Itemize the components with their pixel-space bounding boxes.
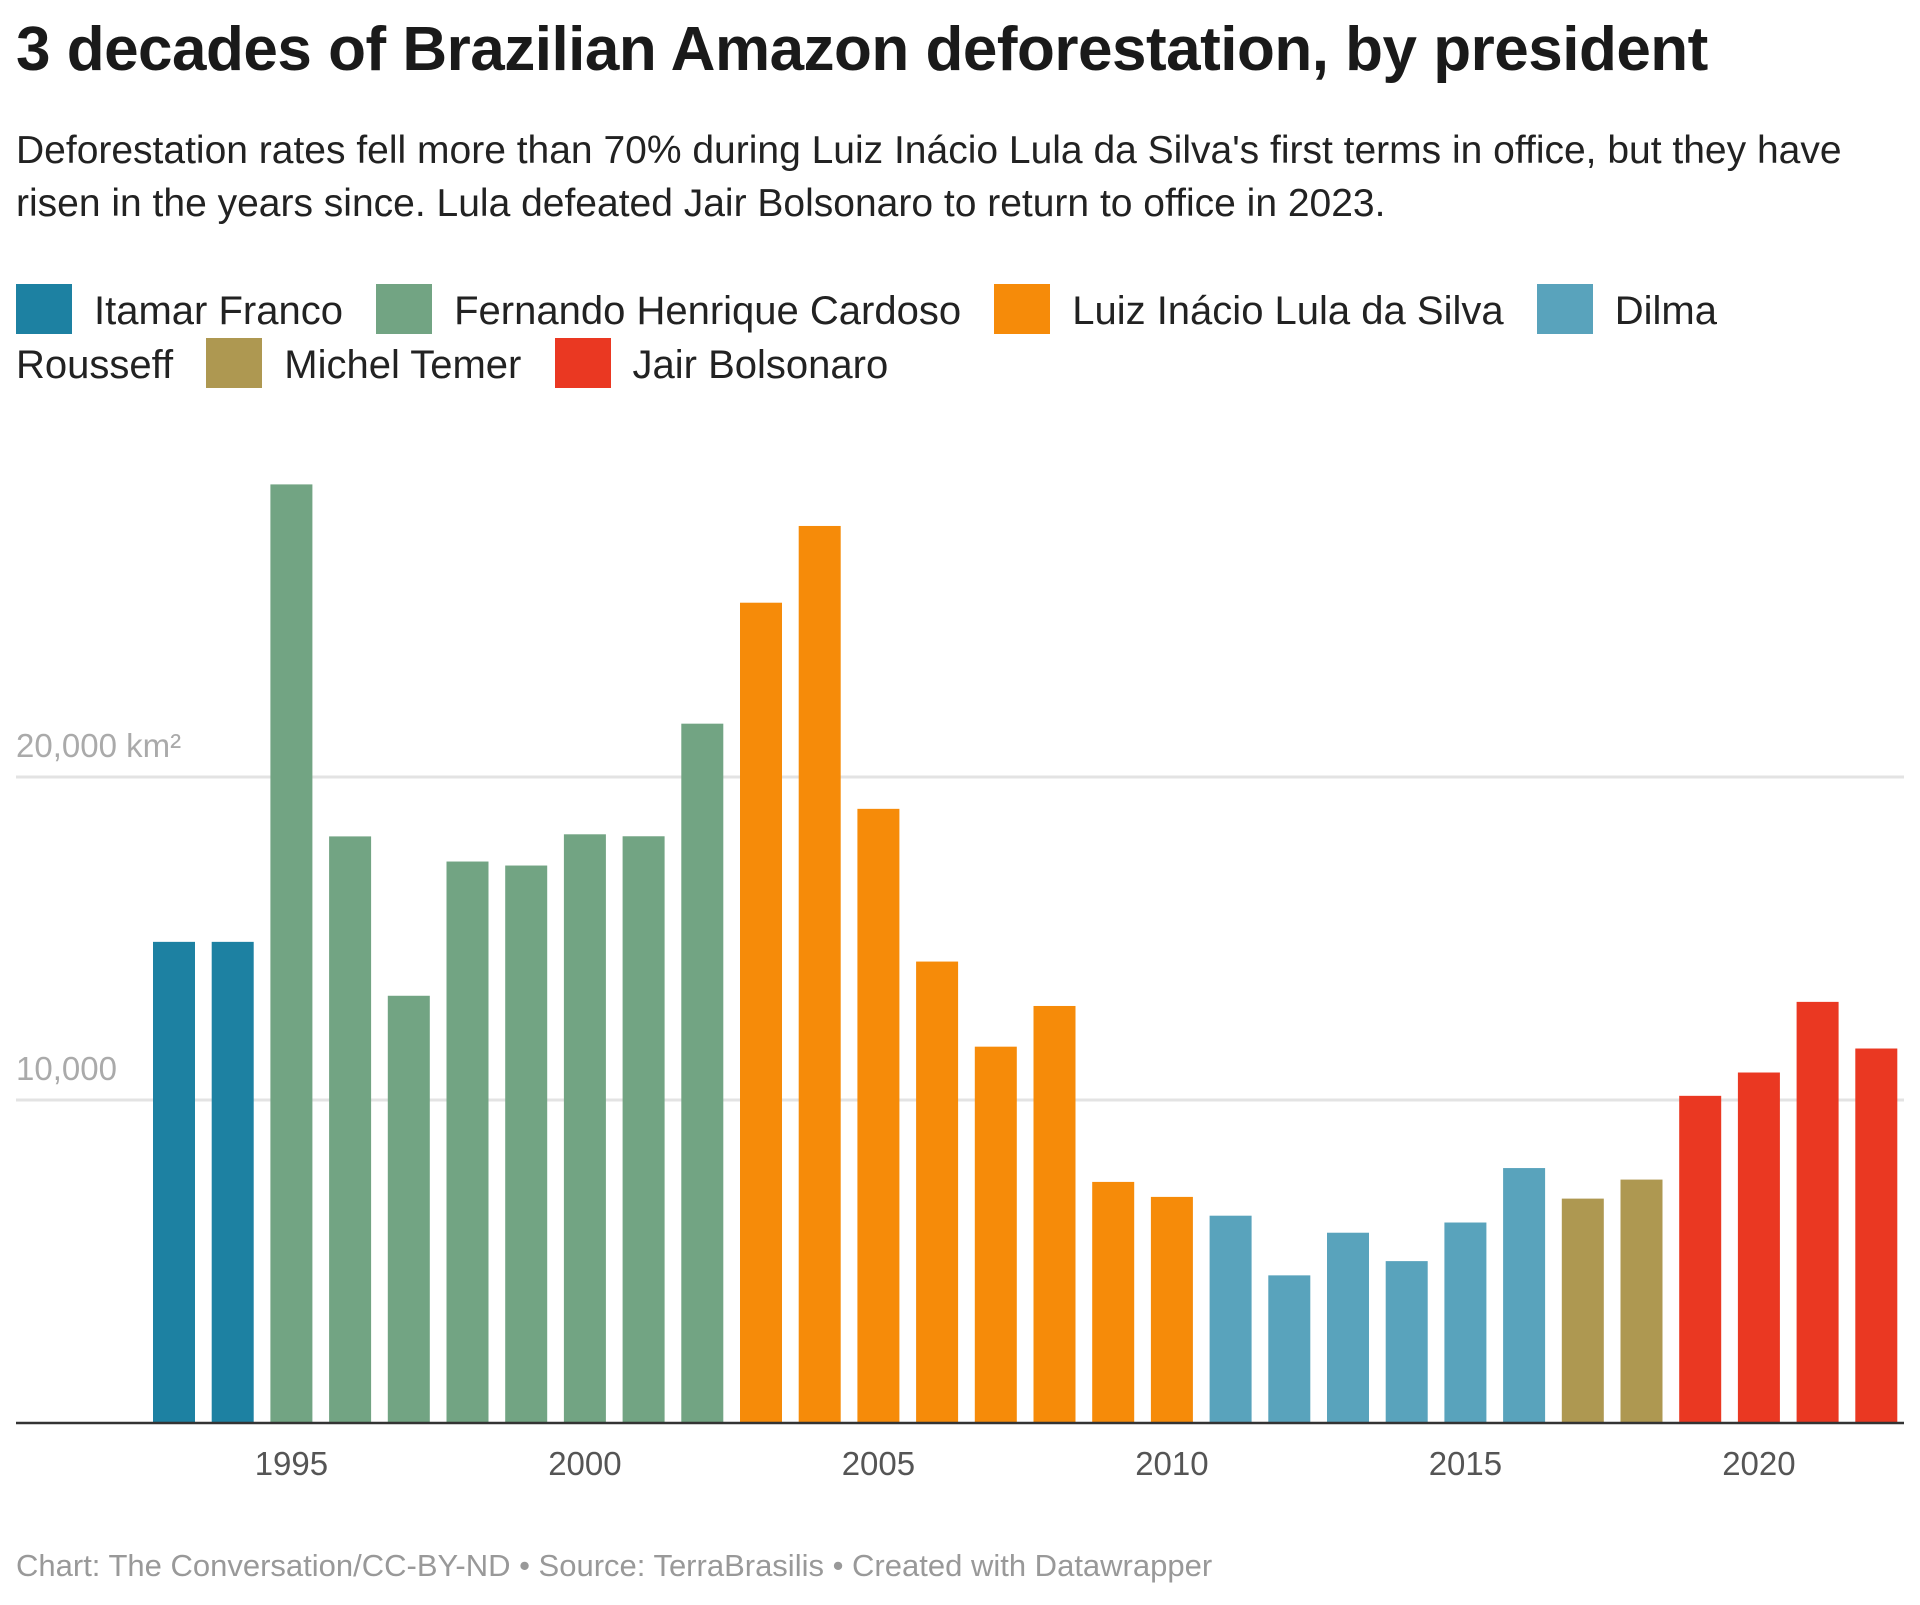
legend-label: Dilma Rousseff	[16, 289, 1717, 387]
legend-swatch	[554, 338, 611, 388]
bar-2006	[916, 961, 959, 1423]
bar-2016	[1503, 1168, 1546, 1423]
bar-1996	[329, 836, 372, 1423]
x-tick-label: 2020	[1722, 1445, 1795, 1482]
bar-2009	[1092, 1181, 1135, 1423]
bar-2021	[1796, 1001, 1839, 1423]
legend-item: Luiz Inácio Lula da Silva	[994, 284, 1504, 334]
bar-2000	[563, 834, 606, 1423]
bar-2019	[1679, 1095, 1722, 1423]
bar-1995	[270, 484, 313, 1423]
bar-2003	[740, 602, 782, 1423]
x-tick-label: 1995	[255, 1445, 328, 1482]
legend-item: Itamar Franco	[16, 284, 343, 334]
bar-2007	[974, 1046, 1017, 1423]
bar-2017	[1561, 1198, 1604, 1423]
bar-2011	[1209, 1215, 1252, 1423]
legend-label: Itamar Franco	[94, 289, 343, 333]
legend-item: Dilma Rousseff	[16, 284, 1717, 387]
chart-title: 3 decades of Brazilian Amazon deforestat…	[16, 15, 1708, 84]
legend-item: Jair Bolsonaro	[554, 338, 889, 388]
bar-2013	[1327, 1232, 1369, 1423]
legend-item: Fernando Henrique Cardoso	[376, 284, 962, 334]
x-tick-label: 2005	[842, 1445, 915, 1482]
bar-2002	[681, 723, 724, 1423]
bar-2015	[1444, 1222, 1487, 1423]
bar-2022	[1855, 1048, 1898, 1423]
bar-2012	[1268, 1275, 1311, 1423]
legend: Itamar Franco Fernando Henrique Cardoso …	[16, 284, 1896, 392]
legend-swatch	[994, 284, 1051, 334]
bar-1999	[505, 865, 548, 1423]
bar-2010	[1150, 1196, 1193, 1423]
y-tick-label: 20,000 km²	[16, 727, 181, 764]
bar-1998	[446, 861, 489, 1423]
x-tick-label: 2000	[548, 1445, 621, 1482]
chart-footer: Chart: The Conversation/CC-BY-ND • Sourc…	[16, 1548, 1213, 1583]
bar-2018	[1620, 1179, 1663, 1423]
legend-label: Fernando Henrique Cardoso	[454, 289, 962, 333]
y-tick-label: 10,000	[16, 1050, 117, 1087]
legend-label: Michel Temer	[284, 343, 522, 387]
bar-1994	[211, 941, 254, 1423]
legend-swatch	[1536, 284, 1593, 334]
legend-label: Jair Bolsonaro	[632, 343, 889, 387]
x-tick-label: 2010	[1135, 1445, 1208, 1482]
bar-2005	[857, 808, 900, 1423]
bar-1993	[153, 941, 195, 1423]
bar-2004	[798, 525, 841, 1423]
legend-item: Michel Temer	[206, 338, 522, 388]
bar-2020	[1737, 1072, 1780, 1423]
x-tick-label: 2015	[1429, 1445, 1502, 1482]
legend-swatch	[206, 338, 263, 388]
bar-2008	[1033, 1005, 1076, 1423]
legend-swatch	[16, 284, 72, 334]
chart-subtitle: Deforestation rates fell more than 70% d…	[16, 129, 1842, 225]
legend-swatch	[376, 284, 433, 334]
bar-2014	[1385, 1261, 1428, 1423]
bar-2001	[622, 836, 665, 1423]
bar-1997	[387, 995, 430, 1423]
legend-label: Luiz Inácio Lula da Silva	[1072, 289, 1504, 333]
